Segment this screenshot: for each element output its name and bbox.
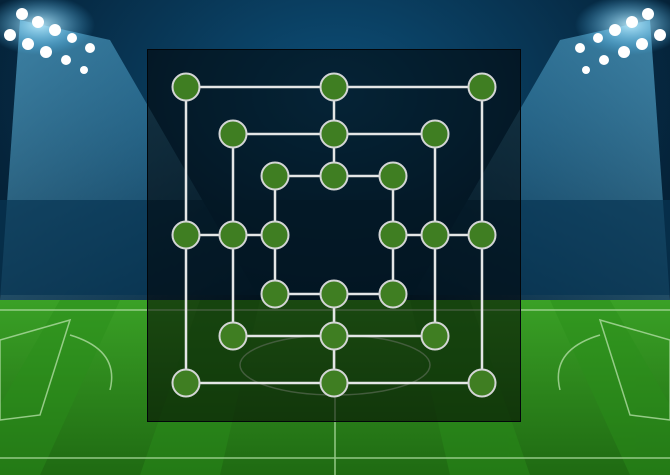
board-point-middle-top-left[interactable] [218,119,248,149]
board-point-inner-top-left[interactable] [260,161,290,191]
board-point-outer-top-right[interactable] [467,72,497,102]
board-point-outer-top-left[interactable] [171,72,201,102]
board-points [171,72,497,398]
board-point-middle-bottom[interactable] [319,321,349,351]
board-point-inner-right[interactable] [378,220,408,250]
board-point-outer-bottom-right[interactable] [467,368,497,398]
board-point-middle-top[interactable] [319,119,349,149]
mill-board [171,72,497,398]
board-point-inner-bottom-right[interactable] [378,279,408,309]
board-point-middle-bottom-left[interactable] [218,321,248,351]
board-point-outer-bottom[interactable] [319,368,349,398]
floodlights-left [0,0,95,74]
board-point-middle-left[interactable] [218,220,248,250]
board-point-inner-left[interactable] [260,220,290,250]
floodlights-right [575,0,670,74]
board-point-outer-top[interactable] [319,72,349,102]
board-point-middle-bottom-right[interactable] [420,321,450,351]
board-point-outer-right[interactable] [467,220,497,250]
board-point-inner-top-right[interactable] [378,161,408,191]
board-point-inner-top[interactable] [319,161,349,191]
board-point-middle-right[interactable] [420,220,450,250]
board-point-outer-bottom-left[interactable] [171,368,201,398]
board-point-outer-left[interactable] [171,220,201,250]
inner-ring-square [273,174,395,296]
board-point-middle-top-right[interactable] [420,119,450,149]
board-point-inner-bottom[interactable] [319,279,349,309]
board-point-inner-bottom-left[interactable] [260,279,290,309]
